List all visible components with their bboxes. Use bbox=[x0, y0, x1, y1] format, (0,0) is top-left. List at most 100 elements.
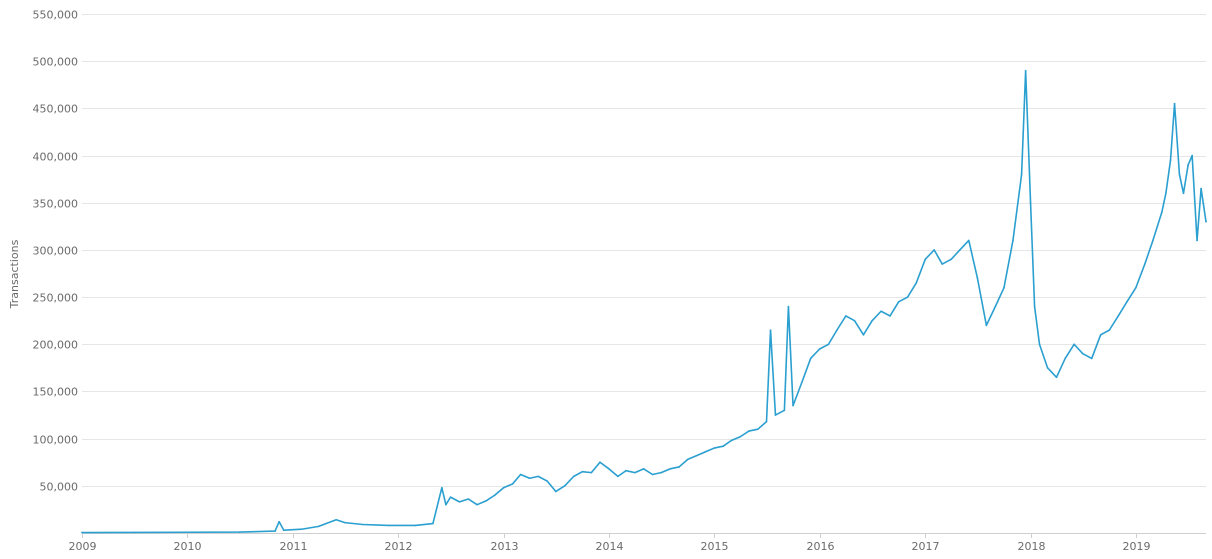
y-axis-tick-labels: 50,000 100,000 150,000 200,000 250,000 300,00… bbox=[33, 9, 79, 494]
data-point bbox=[414, 524, 417, 527]
data-point bbox=[809, 357, 812, 360]
data-point bbox=[546, 480, 548, 482]
y-tick-label: 500,000 bbox=[33, 56, 79, 69]
y-tick-label: 100,000 bbox=[33, 434, 79, 447]
data-point bbox=[608, 468, 610, 470]
data-point bbox=[563, 485, 566, 487]
data-point bbox=[792, 404, 794, 407]
data-point bbox=[976, 277, 979, 280]
data-point bbox=[1090, 357, 1093, 360]
y-tick-label: 150,000 bbox=[33, 386, 79, 399]
data-point bbox=[660, 471, 662, 474]
data-point bbox=[458, 501, 461, 503]
x-tick-label: 2010 bbox=[174, 540, 202, 553]
data-point bbox=[361, 523, 364, 526]
data-point bbox=[1055, 376, 1058, 379]
data-point bbox=[1046, 367, 1049, 369]
data-point bbox=[493, 494, 496, 497]
x-tick-label: 2012 bbox=[385, 540, 413, 553]
data-point bbox=[467, 498, 470, 500]
data-point bbox=[739, 435, 742, 438]
data-point bbox=[769, 329, 772, 331]
data-point bbox=[335, 518, 338, 521]
data-point bbox=[651, 473, 654, 476]
data-point bbox=[1126, 301, 1128, 303]
data-point bbox=[1029, 201, 1032, 204]
data-point bbox=[642, 468, 645, 470]
data-point bbox=[572, 475, 575, 478]
data-point bbox=[519, 473, 522, 476]
data-point bbox=[967, 239, 970, 242]
data-point bbox=[441, 486, 443, 489]
data-point bbox=[1182, 192, 1185, 195]
y-tick-label: 250,000 bbox=[33, 292, 79, 305]
data-point bbox=[1135, 286, 1137, 289]
data-point bbox=[445, 503, 447, 506]
data-point bbox=[344, 521, 346, 524]
data-point bbox=[317, 525, 320, 528]
data-point bbox=[1144, 263, 1146, 265]
data-point bbox=[555, 490, 557, 493]
data-point bbox=[695, 454, 698, 457]
data-point bbox=[862, 334, 865, 336]
data-point bbox=[1187, 164, 1189, 166]
data-point bbox=[704, 451, 707, 453]
data-point bbox=[915, 282, 918, 284]
data-point bbox=[906, 296, 909, 298]
x-tick-label: 2013 bbox=[491, 540, 519, 553]
data-point bbox=[783, 409, 786, 412]
data-point bbox=[274, 530, 276, 532]
data-point bbox=[537, 475, 540, 478]
series-layer bbox=[81, 69, 1207, 534]
data-point bbox=[1200, 187, 1202, 190]
y-axis-title: Transactions bbox=[8, 239, 21, 309]
data-point bbox=[853, 319, 856, 322]
data-point bbox=[1003, 286, 1005, 289]
data-point bbox=[1205, 220, 1207, 223]
data-point bbox=[757, 428, 759, 431]
y-tick-label: 350,000 bbox=[33, 198, 79, 211]
data-point bbox=[581, 470, 584, 473]
x-tick-label: 2018 bbox=[1018, 540, 1046, 553]
data-point bbox=[1038, 343, 1041, 346]
data-point bbox=[871, 319, 873, 322]
data-point bbox=[774, 414, 777, 416]
data-point bbox=[722, 445, 725, 447]
data-point bbox=[634, 471, 636, 474]
data-point bbox=[282, 529, 285, 531]
data-point bbox=[1117, 315, 1120, 317]
x-tick-label: 2009 bbox=[69, 540, 97, 553]
data-point bbox=[1173, 102, 1176, 105]
y-tick-label: 200,000 bbox=[33, 339, 79, 352]
data-point bbox=[669, 468, 671, 470]
y-tick-label: 300,000 bbox=[33, 245, 79, 258]
data-point bbox=[889, 315, 891, 317]
data-point bbox=[1108, 329, 1111, 331]
data-point bbox=[1033, 305, 1036, 308]
data-point bbox=[1081, 352, 1084, 355]
data-point bbox=[933, 249, 935, 251]
data-point bbox=[748, 430, 750, 432]
data-point bbox=[1191, 154, 1193, 157]
data-point bbox=[1012, 239, 1014, 242]
data-point bbox=[985, 324, 988, 327]
x-axis-tick-labels: 2009 2010 2011 2012 2013 2014 2015 2016 2017 2018… bbox=[69, 540, 1151, 553]
data-point bbox=[617, 475, 619, 478]
data-point bbox=[528, 477, 531, 480]
data-point bbox=[432, 522, 434, 525]
data-point bbox=[686, 458, 689, 461]
data-point bbox=[133, 531, 136, 534]
data-point bbox=[787, 305, 790, 308]
data-point bbox=[827, 343, 830, 346]
data-point bbox=[81, 531, 83, 534]
data-point bbox=[941, 263, 944, 265]
data-point bbox=[1169, 159, 1172, 162]
data-point bbox=[300, 528, 303, 531]
grid-layer bbox=[82, 14, 1206, 538]
data-point bbox=[1178, 173, 1181, 176]
y-tick-label: 550,000 bbox=[33, 9, 79, 22]
data-point bbox=[1152, 239, 1154, 242]
data-point bbox=[994, 305, 997, 308]
